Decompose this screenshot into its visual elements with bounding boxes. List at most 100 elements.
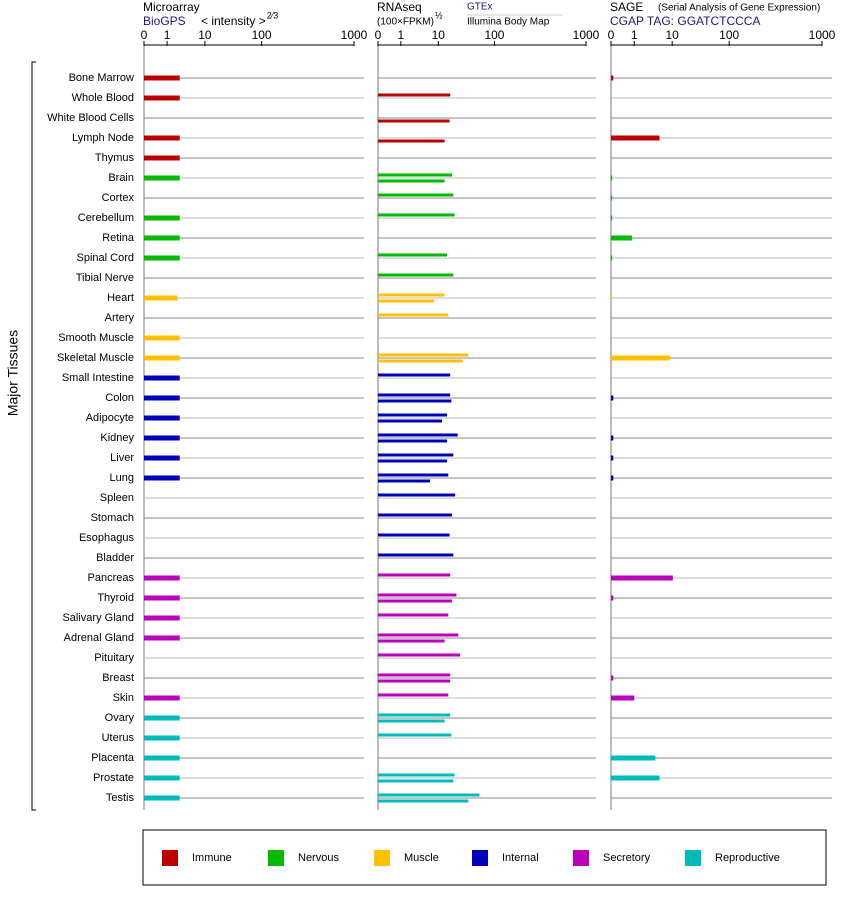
bar xyxy=(378,253,448,257)
x-tick-label: 1 xyxy=(164,28,171,42)
row-label: Adipocyte xyxy=(86,412,134,424)
row-label: Uterus xyxy=(102,732,135,744)
row-label: Tibial Nerve xyxy=(76,272,134,284)
legend-box xyxy=(142,829,827,886)
bar xyxy=(611,75,614,81)
bar xyxy=(611,675,614,681)
bar xyxy=(144,595,180,601)
bar xyxy=(378,419,443,423)
row-label: Ovary xyxy=(105,712,135,724)
row-label: Breast xyxy=(102,672,134,684)
bar xyxy=(611,235,632,241)
row-label: Adrenal Gland xyxy=(64,632,134,644)
bar xyxy=(144,755,180,761)
bar xyxy=(378,613,449,617)
bar xyxy=(378,173,453,177)
row-label: Brain xyxy=(108,172,134,184)
bar xyxy=(378,773,455,777)
bar xyxy=(611,255,613,261)
bar xyxy=(611,455,614,461)
bar xyxy=(611,695,635,701)
bar xyxy=(378,553,454,557)
bar xyxy=(378,693,449,697)
bar xyxy=(144,455,180,461)
bar xyxy=(378,353,469,357)
panel-source: BioGPS xyxy=(143,14,186,28)
legend-label: Immune xyxy=(192,852,232,864)
bar xyxy=(378,273,454,277)
row-label: Liver xyxy=(110,452,134,464)
bar xyxy=(378,453,454,457)
x-tick-label: 0 xyxy=(141,28,148,42)
bar xyxy=(144,295,178,301)
row-label: Skeletal Muscle xyxy=(57,352,134,364)
bar xyxy=(378,719,445,723)
row-label: Cerebellum xyxy=(78,212,134,224)
panel-title: RNAseq xyxy=(377,0,422,14)
panel-unit-exponent: 2⁄3 xyxy=(267,10,279,20)
x-tick-label: 100 xyxy=(252,28,272,42)
panel-subtitle: (Serial Analysis of Gene Expression) xyxy=(658,3,820,14)
bar xyxy=(611,475,614,481)
bar xyxy=(144,615,180,621)
row-label: Kidney xyxy=(100,432,134,444)
bar xyxy=(144,215,180,221)
legend-swatch xyxy=(162,850,178,866)
row-label: Bone Marrow xyxy=(69,72,134,84)
row-label: Lymph Node xyxy=(72,132,134,144)
x-tick-label: 100 xyxy=(484,28,504,42)
bar xyxy=(378,513,453,517)
row-label: Cortex xyxy=(102,192,135,204)
bar xyxy=(378,639,445,643)
x-tick-label: 0 xyxy=(375,28,382,42)
x-tick-label: 100 xyxy=(719,28,739,42)
legend-label: Reproductive xyxy=(715,852,780,864)
bar xyxy=(144,375,180,381)
bar xyxy=(378,493,456,497)
bar xyxy=(378,193,454,197)
row-label: Thymus xyxy=(95,152,135,164)
bar xyxy=(611,395,614,401)
x-tick-label: 1000 xyxy=(809,28,836,42)
bar xyxy=(378,359,463,363)
series-label: GTEx xyxy=(467,2,493,13)
legend-swatch xyxy=(268,850,284,866)
bar xyxy=(144,575,180,581)
x-tick-label: 0 xyxy=(608,28,615,42)
bar xyxy=(378,433,458,437)
row-label: Salivary Gland xyxy=(62,612,134,624)
row-label: Retina xyxy=(102,232,135,244)
bar xyxy=(611,295,613,301)
bar xyxy=(378,119,450,123)
row-label: Lung xyxy=(110,472,134,484)
bar xyxy=(144,775,180,781)
panel-unit: < intensity > xyxy=(201,14,266,28)
bar xyxy=(144,735,180,741)
bar xyxy=(144,135,180,141)
legend-label: Secretory xyxy=(603,852,651,864)
bar xyxy=(144,175,180,181)
legend-swatch xyxy=(472,850,488,866)
row-label: Smooth Muscle xyxy=(58,332,134,344)
row-label: White Blood Cells xyxy=(47,112,134,124)
row-label: Skin xyxy=(113,692,134,704)
bar xyxy=(378,633,459,637)
bar xyxy=(378,653,461,657)
row-label: Placenta xyxy=(91,752,135,764)
legend-swatch xyxy=(573,850,589,866)
bar xyxy=(611,215,613,221)
row-label: Bladder xyxy=(96,552,134,564)
row-label: Spleen xyxy=(100,492,134,504)
y-axis-label: Major Tissues xyxy=(5,330,21,416)
row-label: Esophagus xyxy=(79,532,135,544)
bar xyxy=(144,255,180,261)
bar xyxy=(378,533,450,537)
panel-unit: (100×FPKM) xyxy=(377,17,434,28)
bar xyxy=(378,679,451,683)
row-label: Whole Blood xyxy=(72,92,134,104)
bar xyxy=(144,395,180,401)
legend-swatch xyxy=(685,850,701,866)
bar xyxy=(144,795,180,801)
row-label: Small Intestine xyxy=(62,372,134,384)
